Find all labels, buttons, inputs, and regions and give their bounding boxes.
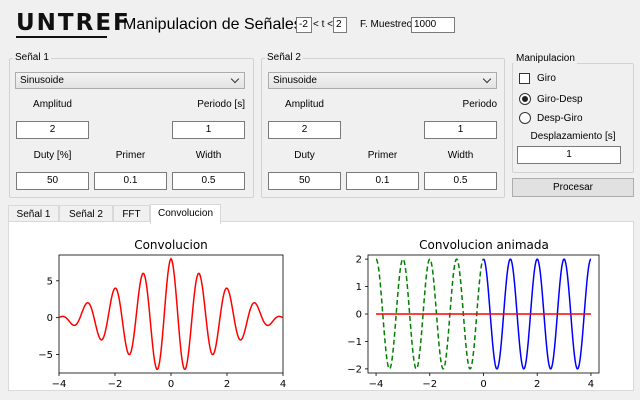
- conv-plot-area: [58, 254, 284, 374]
- x-tick-label: −2: [108, 379, 123, 390]
- signal1-period-label: Periodo [s]: [197, 99, 245, 110]
- signal1-waveform-value: Sinusoide: [20, 75, 64, 86]
- signal1-duty-label: Duty [%]: [33, 150, 72, 161]
- t-range-label: < t <: [313, 19, 334, 30]
- signal2-waveform-select[interactable]: Sinusoide: [268, 72, 497, 89]
- y-tick-label: 1: [356, 282, 362, 293]
- y-tick-label: −2: [347, 364, 362, 375]
- x-tick-label: −4: [52, 379, 67, 390]
- tab-fft[interactable]: FFT: [113, 205, 150, 223]
- tab-convolucion[interactable]: Convolucion: [150, 204, 221, 224]
- untref-logo: UNTREF: [16, 10, 131, 36]
- x-tick-label: 0: [168, 379, 174, 390]
- desp-giro-label: Desp-Giro: [537, 113, 583, 124]
- x-tick-label: 2: [224, 379, 230, 390]
- series-line-0: [58, 257, 284, 371]
- signal1-amplitude-input[interactable]: 2: [16, 121, 89, 139]
- x-tick-label: −2: [422, 379, 437, 390]
- y-tick-label: 0: [356, 310, 362, 321]
- signal2-first-label: Primer: [367, 150, 398, 161]
- signal1-waveform-select[interactable]: Sinusoide: [15, 72, 245, 89]
- signal1-first-label: Primer: [115, 150, 146, 161]
- desp-giro-radio[interactable]: [519, 112, 531, 124]
- x-tick-label: 2: [534, 379, 540, 390]
- signal2-waveform-value: Sinusoide: [273, 75, 317, 86]
- sampling-freq-label: F. Muestreo: [360, 19, 413, 30]
- t-min-input[interactable]: -2: [296, 17, 312, 33]
- signal2-amplitude-label: Amplitud: [285, 99, 324, 110]
- signal2-period-label: Periodo: [462, 99, 497, 110]
- series-line-1: [483, 258, 592, 370]
- t-max-input[interactable]: 2: [333, 17, 347, 33]
- signal2-group-title: Señal 2: [265, 52, 303, 63]
- giro-checkbox[interactable]: [519, 73, 530, 84]
- signal2-width-input[interactable]: 0.5: [424, 172, 497, 190]
- signal1-duty-input[interactable]: 50: [16, 172, 89, 190]
- y-tick-label: 5: [47, 276, 53, 287]
- app-title: Manipulacion de Señales: [123, 16, 302, 33]
- signal2-duty-input[interactable]: 50: [268, 172, 341, 190]
- signal2-duty-label: Duty: [294, 150, 315, 161]
- signal1-first-input[interactable]: 0.1: [94, 172, 167, 190]
- anim-chart-title: Convolucion animada: [419, 238, 549, 252]
- logo-underline: [16, 36, 107, 38]
- chevron-down-icon: [230, 74, 240, 84]
- shift-label: Desplazamiento [s]: [530, 131, 616, 142]
- signal1-width-input[interactable]: 0.5: [172, 172, 245, 190]
- signal2-width-label: Width: [447, 150, 474, 161]
- chevron-down-icon: [482, 74, 492, 84]
- tab-senal-2[interactable]: Señal 2: [59, 205, 113, 223]
- y-tick-label: 2: [356, 255, 362, 266]
- signal1-group-title: Señal 1: [13, 52, 51, 63]
- x-tick-label: 4: [280, 379, 286, 390]
- giro-label: Giro: [537, 73, 556, 84]
- signal1-width-label: Width: [195, 150, 222, 161]
- signal2-group: [261, 58, 505, 198]
- tab-senal-1[interactable]: Señal 1: [8, 205, 59, 223]
- signal2-period-input[interactable]: 1: [424, 121, 497, 139]
- giro-desp-radio[interactable]: [519, 93, 531, 105]
- process-button[interactable]: Procesar: [512, 178, 634, 197]
- x-tick-label: 4: [588, 379, 594, 390]
- giro-desp-label: Giro-Desp: [537, 94, 583, 105]
- manipulation-group-title: Manipulacion: [514, 53, 577, 64]
- signal1-period-input[interactable]: 1: [172, 121, 245, 139]
- y-tick-label: −1: [347, 337, 362, 348]
- plots-canvas: Convolucion 5 0 −5 −4 −2 0 2 4 Convolucion ani…: [38, 238, 600, 390]
- series-line-0: [375, 258, 484, 370]
- signal2-amplitude-input[interactable]: 2: [268, 121, 341, 139]
- signal1-group: [9, 58, 254, 198]
- conv-chart-title: Convolucion: [134, 238, 208, 252]
- x-tick-label: 0: [480, 379, 486, 390]
- shift-input[interactable]: 1: [517, 146, 621, 164]
- y-tick-label: 0: [47, 313, 53, 324]
- signal2-first-input[interactable]: 0.1: [346, 172, 419, 190]
- y-tick-label: −5: [38, 350, 53, 361]
- sampling-freq-input[interactable]: 1000: [411, 17, 455, 33]
- plot-panel: Convolucion 5 0 −5 −4 −2 0 2 4 Convolucion ani…: [8, 221, 634, 391]
- signal1-amplitude-label: Amplitud: [33, 99, 72, 110]
- x-tick-label: −4: [369, 379, 384, 390]
